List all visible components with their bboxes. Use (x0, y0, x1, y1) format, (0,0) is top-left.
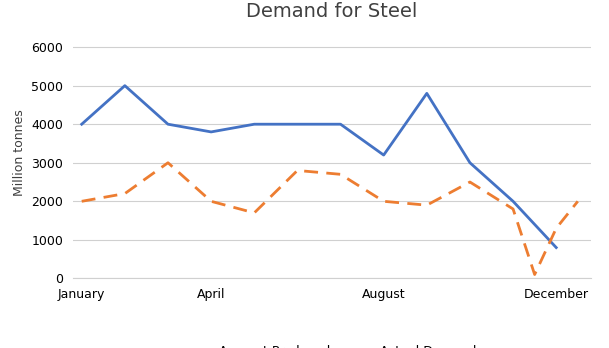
Actual Demand (78, 199, 85, 203)
Amount Produced (121, 84, 128, 88)
Title: Demand for Steel: Demand for Steel (246, 2, 418, 21)
Actual Demand (294, 168, 301, 173)
Line: Amount Produced: Amount Produced (82, 86, 556, 247)
Actual Demand (337, 172, 344, 176)
Actual Demand (164, 161, 172, 165)
Amount Produced (423, 91, 431, 95)
Amount Produced (251, 122, 258, 126)
Actual Demand (574, 199, 582, 203)
Line: Actual Demand: Actual Demand (82, 163, 578, 275)
Amount Produced (380, 153, 387, 157)
Actual Demand (208, 199, 215, 203)
Actual Demand (531, 272, 538, 277)
Amount Produced (509, 199, 516, 203)
Amount Produced (294, 122, 301, 126)
Amount Produced (337, 122, 344, 126)
Amount Produced (466, 161, 474, 165)
Actual Demand (380, 199, 387, 203)
Actual Demand (552, 226, 560, 230)
Actual Demand (509, 207, 516, 211)
Actual Demand (466, 180, 474, 184)
Actual Demand (121, 191, 128, 196)
Y-axis label: Million tonnes: Million tonnes (13, 110, 26, 197)
Actual Demand (423, 203, 431, 207)
Legend: Amount Produced, Actual Demand: Amount Produced, Actual Demand (183, 340, 481, 348)
Amount Produced (208, 130, 215, 134)
Actual Demand (251, 211, 258, 215)
Amount Produced (78, 122, 85, 126)
Amount Produced (552, 245, 560, 250)
Amount Produced (164, 122, 172, 126)
